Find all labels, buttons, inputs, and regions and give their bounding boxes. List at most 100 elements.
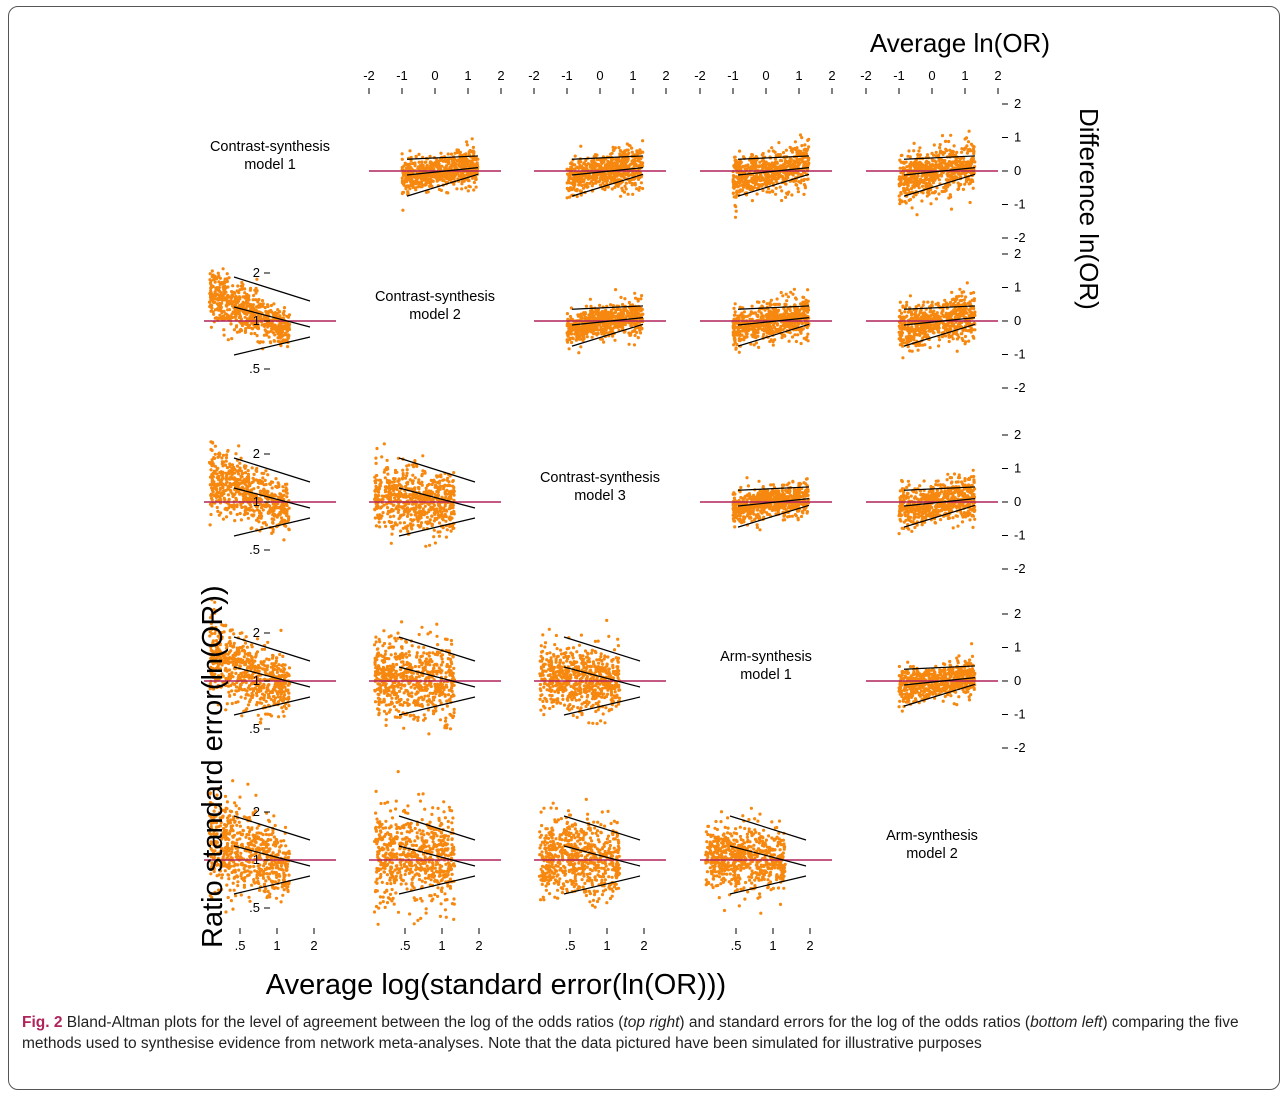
mean-difference-line [903,498,976,507]
lower-limit-line [563,696,641,716]
model-label-line-1: Contrast-synthesis [540,470,660,486]
bottom-axis-tick-label: .5 [731,938,742,953]
right-axis-tick-label: -2 [1014,380,1026,395]
top-axis-tick-label: 2 [994,68,1001,83]
mean-ratio-line [233,845,311,867]
top-axis-tick-label: -2 [860,68,872,83]
top-axis-tick-label: 2 [828,68,835,83]
lower-limit-line [571,323,644,347]
mean-ratio-line [233,306,311,328]
left-axis-tick-label: .5 [249,542,260,557]
top-axis-tick-label: 0 [762,68,769,83]
upper-limit-line [903,486,976,491]
upper-limit-line [903,665,976,670]
mean-difference-line [571,317,644,326]
lower-limit-line [729,875,807,895]
scatter-points-upper [565,139,645,200]
lower-limit-line [233,696,311,716]
top-axis-tick-label: 2 [497,68,504,83]
caption-emphasis-2: bottom left [1030,1014,1103,1031]
upper-limit-line [903,305,976,310]
upper-limit-line [563,636,641,662]
right-axis-tick-label: 0 [1014,313,1021,328]
caption-text-2: ) and standard errors for the log of the… [679,1014,1031,1031]
top-axis-tick-label: 1 [629,68,636,83]
top-axis-tick-label: -1 [727,68,739,83]
left-axis-tick-label: 2 [253,446,260,461]
lower-limit-line [398,696,476,716]
model-label-line-1: Arm-synthesis [886,828,978,844]
right-axis-tick-label: 2 [1014,246,1021,261]
left-axis-tick-label: 1 [253,673,260,688]
mean-ratio-line [233,666,311,688]
upper-limit-line [571,305,644,310]
lower-limit-line [903,504,976,528]
right-axis-tick-label: -1 [1014,707,1026,722]
model-label-line-2: model 1 [244,157,296,173]
points-layer [207,129,977,926]
left-axis-tick-label: 2 [253,265,260,280]
right-axis-tick-label: 0 [1014,673,1021,688]
right-axis-tick-label: -1 [1014,347,1026,362]
left-axis-tick-label: 2 [253,625,260,640]
top-axis-tick-label: -1 [893,68,905,83]
right-axis-tick-label: -2 [1014,230,1026,245]
figure-frame [8,6,1280,1090]
upper-limit-line [233,815,311,841]
lower-limit-line [903,323,976,347]
mean-difference-line [737,498,810,507]
lower-limit-line [903,683,976,707]
top-axis-tick-label: -1 [396,68,408,83]
model-label-line-1: Arm-synthesis [720,649,812,665]
top-axis-tick-label: 1 [795,68,802,83]
lower-limit-line [233,875,311,895]
upper-limit-line [233,636,311,662]
lower-limit-line [737,504,810,528]
caption-label: Fig. 2 [22,1014,63,1031]
top-axis-tick-label: -2 [694,68,706,83]
mean-ratio-line [398,487,476,509]
left-axis-tick-label: 1 [253,313,260,328]
right-axis-tick-label: -2 [1014,561,1026,576]
mean-ratio-line [563,666,641,688]
top-axis-tick-label: 0 [928,68,935,83]
mean-difference-line [737,167,810,176]
scatterplot-matrix: -2 -1 0 1 2 -2 -1 0 1 2 -2 -1 0 1 2 -2 -1 0 1 2-2-1012-2-10… [197,28,1104,1001]
top-axis-tick-label: -1 [561,68,573,83]
lower-limit-line [406,173,479,197]
right-axis-tick-label: 1 [1014,130,1021,145]
right-axis-tick-label: 2 [1014,606,1021,621]
top-axis-tick-label: 1 [464,68,471,83]
top-axis-tick-label: 1 [961,68,968,83]
left-axis-tick-label: .5 [249,900,260,915]
upper-limit-line [903,155,976,160]
left-axis-tick-label: 1 [253,494,260,509]
bottom-axis-tick-label: 2 [806,938,813,953]
mean-ratio-line [233,487,311,509]
model-label-line-1: Contrast-synthesis [375,289,495,305]
right-axis-tick-label: -2 [1014,740,1026,755]
mean-difference-line [903,167,976,176]
upper-limit-line [729,815,807,841]
upper-limit-line [398,457,476,483]
right-axis-tick-label: -1 [1014,197,1026,212]
right-axis-tick-label: 2 [1014,427,1021,442]
model-label-line-1: Contrast-synthesis [210,139,330,155]
bottom-axis-tick-label: 1 [603,938,610,953]
mean-ratio-line [398,845,476,867]
bottom-axis-tick-label: 1 [273,938,280,953]
lower-limit-line [398,517,476,537]
model-label-line-2: model 2 [906,846,958,862]
scatter-points-lower [207,440,291,542]
scatter-points-lower [538,618,622,726]
right-axis-title: Difference ln(OR) [1074,108,1104,310]
mean-ratio-line [398,666,476,688]
bottom-axis-tick-label: 1 [769,938,776,953]
model-label-line-2: model 2 [409,307,461,323]
caption-text-3: ) comparing the five methods used to syn… [22,1014,1239,1052]
bottom-axis-tick-label: .5 [565,938,576,953]
scatter-points-upper [897,129,977,217]
upper-limit-line [406,155,479,160]
upper-limit-line [737,305,810,310]
left-axis-tick-label: 1 [253,852,260,867]
